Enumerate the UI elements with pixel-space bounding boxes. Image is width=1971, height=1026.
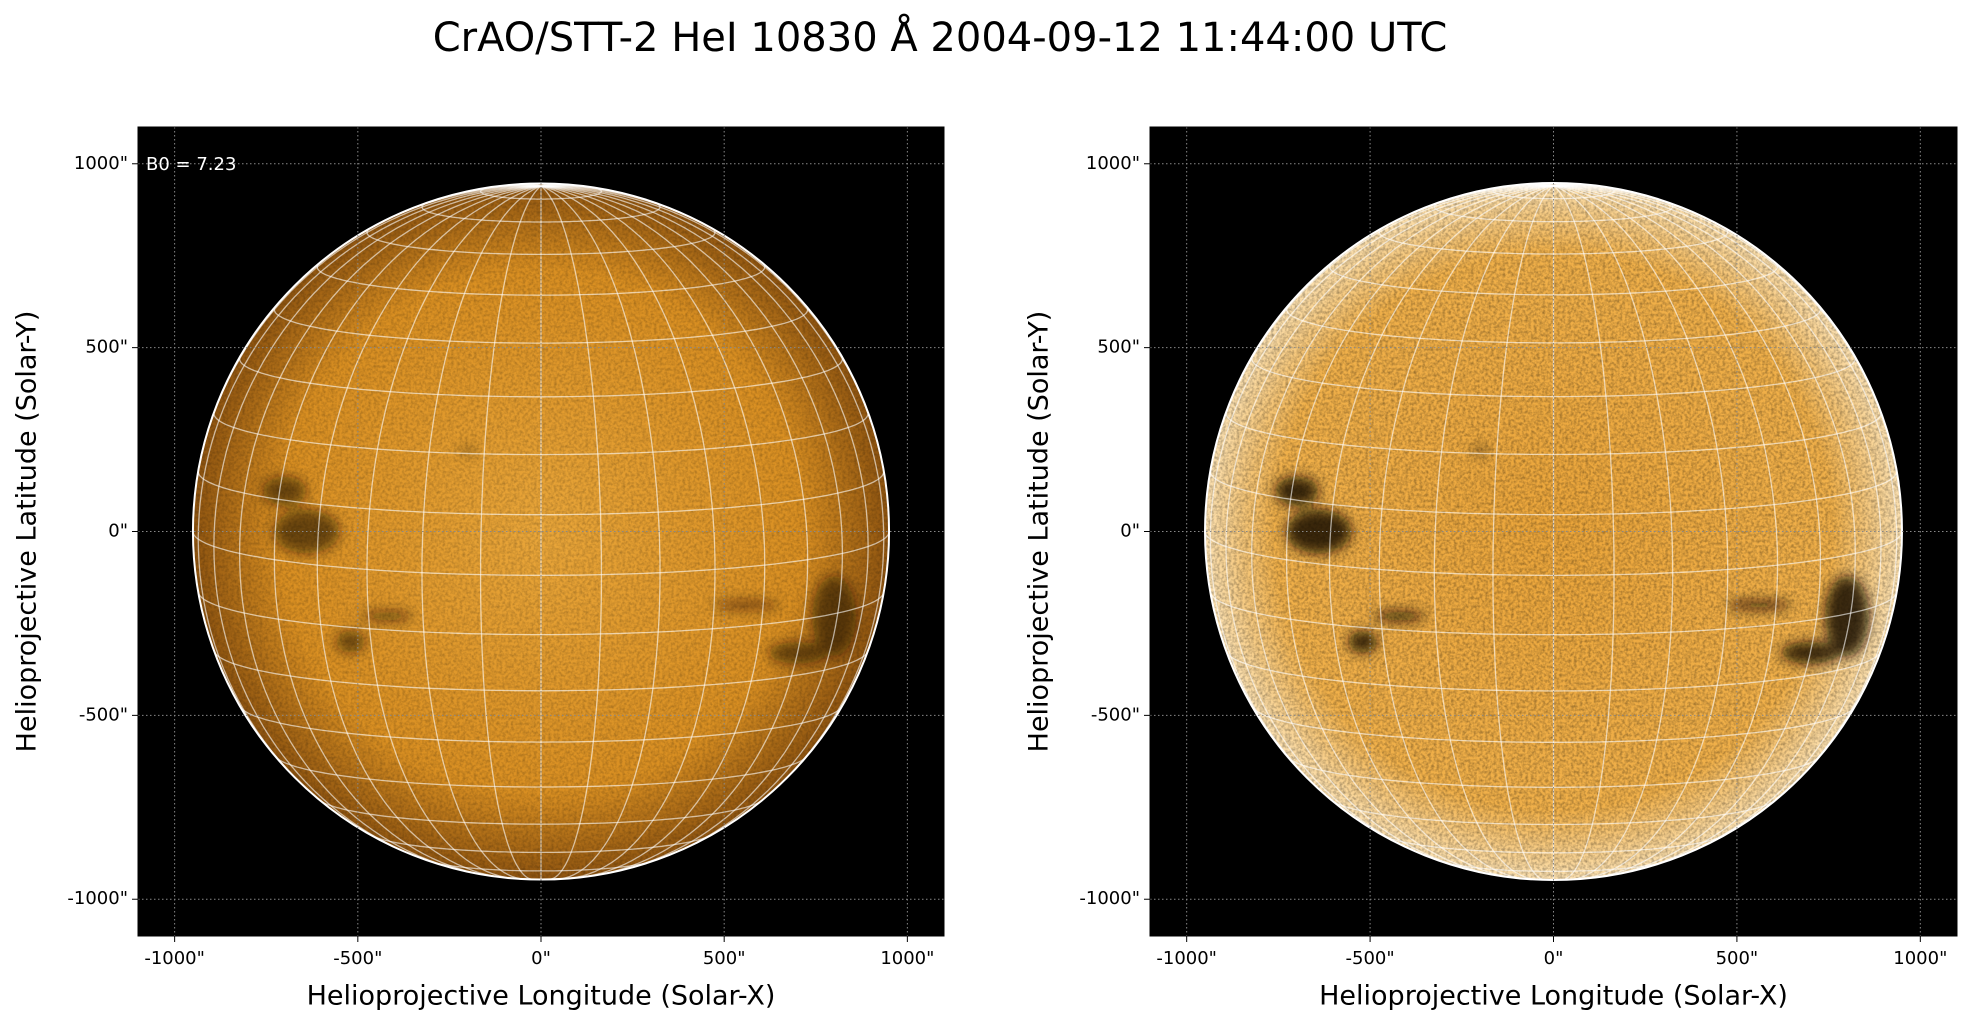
grid-curve bbox=[1209, 471, 1898, 516]
grid-curve bbox=[366, 185, 542, 879]
y-axis-label: Helioprojective Latitude (Solar-Y) bbox=[12, 311, 43, 753]
grid-curve bbox=[540, 185, 766, 879]
grid-curve bbox=[1553, 185, 1674, 881]
dark-feature bbox=[1348, 630, 1378, 653]
x-axis-label: Helioprojective Longitude (Solar-X) bbox=[1319, 981, 1788, 1012]
y-tick-label: -1000" bbox=[1079, 888, 1140, 909]
grid-curve bbox=[1328, 185, 1554, 879]
grid-curve bbox=[1251, 185, 1554, 871]
figure-title: CrAO/STT-2 HeI 10830 Å 2004-09-12 11:44:… bbox=[433, 13, 1448, 61]
grid-curve bbox=[421, 201, 661, 223]
y-tick-label: -1000" bbox=[67, 888, 128, 909]
dark-feature bbox=[1472, 447, 1488, 454]
x-tick-label: -1000" bbox=[144, 948, 205, 969]
x-tick-label: 500" bbox=[703, 948, 746, 969]
y-tick-label: 500" bbox=[85, 337, 128, 358]
grid-curve bbox=[1492, 184, 1615, 200]
grid-curve bbox=[1209, 185, 1554, 810]
grid-curve bbox=[540, 185, 885, 809]
grid-curve bbox=[1225, 185, 1554, 859]
x-tick-label: 500" bbox=[1716, 948, 1759, 969]
dark-feature bbox=[713, 600, 780, 610]
grid-curve bbox=[1251, 355, 1856, 398]
grid-curve bbox=[421, 185, 542, 880]
dark-feature bbox=[262, 476, 307, 506]
grid-curve bbox=[1492, 185, 1554, 881]
grid-curve bbox=[238, 185, 542, 871]
grid-curve bbox=[430, 860, 652, 872]
y-tick-label: 0" bbox=[1120, 521, 1140, 542]
grid-curve bbox=[1553, 185, 1615, 881]
x-tick-label: 1000" bbox=[1893, 948, 1947, 969]
grid-curve bbox=[540, 185, 716, 879]
grid-curve bbox=[238, 355, 844, 398]
grid-curve bbox=[197, 592, 885, 636]
grid-curve bbox=[214, 652, 868, 692]
dark-feature bbox=[361, 610, 413, 622]
axes-frame bbox=[137, 126, 945, 937]
dark-feature bbox=[1725, 600, 1792, 610]
grid-curve bbox=[540, 185, 844, 871]
panel: -1000" -500" 0" 500" 1000" -1000" -500" 0" 500" 1… bbox=[1024, 126, 1958, 1012]
grid-curve bbox=[240, 707, 842, 743]
grid-curve bbox=[1209, 592, 1898, 636]
dark-feature bbox=[1274, 476, 1319, 506]
y-axis-label: Helioprojective Latitude (Solar-Y) bbox=[1024, 311, 1055, 753]
grid-curve bbox=[197, 185, 542, 809]
grid-curve bbox=[479, 185, 542, 881]
grid-curve bbox=[1225, 411, 1882, 456]
grid-curve bbox=[213, 411, 869, 456]
annotation: B0 = 7.23 bbox=[146, 154, 236, 175]
grid-curve bbox=[1433, 200, 1674, 223]
y-tick-label: 0" bbox=[108, 521, 128, 542]
grid-curve bbox=[1384, 835, 1723, 854]
x-tick-label: 0" bbox=[1544, 948, 1564, 969]
grid-curve bbox=[197, 471, 885, 516]
grid-curve bbox=[366, 227, 716, 256]
grid-curve bbox=[1378, 227, 1729, 255]
grid-curve bbox=[316, 185, 542, 879]
y-tick-label: -500" bbox=[79, 704, 128, 725]
grid-curve bbox=[1378, 185, 1554, 880]
grid-curve bbox=[213, 185, 542, 858]
dark-feature bbox=[812, 575, 857, 657]
x-tick-label: -500" bbox=[1346, 948, 1395, 969]
dark-feature bbox=[335, 630, 366, 653]
y-tick-label: 500" bbox=[1097, 337, 1140, 358]
grid-curve bbox=[1553, 185, 1729, 880]
grid-curve bbox=[1433, 185, 1554, 881]
grid-curve bbox=[1553, 185, 1882, 859]
x-tick-label: -500" bbox=[333, 948, 382, 969]
y-tick-label: 1000" bbox=[74, 153, 128, 174]
dark-feature bbox=[460, 447, 476, 454]
grid-curve bbox=[540, 185, 603, 881]
x-tick-label: -1000" bbox=[1156, 948, 1217, 969]
dark-feature bbox=[1373, 610, 1426, 622]
grid-curve bbox=[1553, 185, 1779, 879]
panel: -1000" -500" 0" 500" 1000" -1000" -500" 0" 500" 1… bbox=[12, 126, 945, 1012]
grid-curve bbox=[1252, 707, 1855, 743]
dark-feature bbox=[1824, 575, 1869, 657]
grid-curve bbox=[1285, 305, 1822, 344]
axes-frame bbox=[1149, 126, 1958, 937]
grid-curve bbox=[1328, 262, 1779, 296]
x-tick-label: 0" bbox=[531, 948, 551, 969]
grid-curve bbox=[1553, 185, 1898, 810]
y-tick-label: 1000" bbox=[1086, 153, 1140, 174]
x-tick-label: 1000" bbox=[880, 948, 934, 969]
grid-curve bbox=[540, 185, 869, 858]
y-tick-label: -500" bbox=[1091, 704, 1140, 725]
x-axis-label: Helioprojective Longitude (Solar-X) bbox=[307, 981, 776, 1012]
grid-curve bbox=[540, 185, 661, 880]
grid-curve bbox=[1553, 185, 1856, 871]
